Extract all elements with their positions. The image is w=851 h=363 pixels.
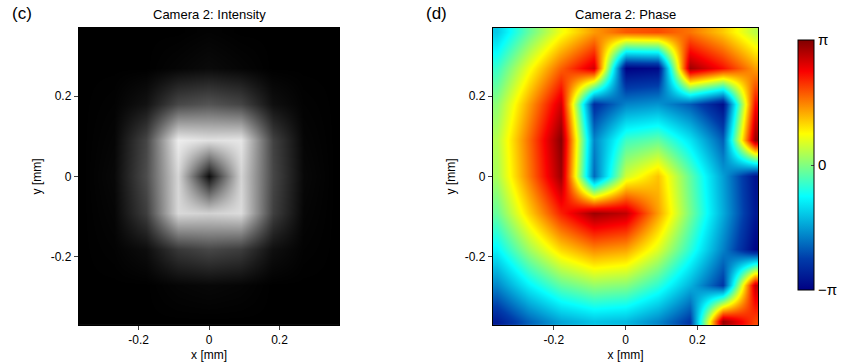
svg-text:0.2: 0.2: [55, 89, 72, 103]
svg-text:y [mm]: y [mm]: [30, 158, 44, 194]
svg-text:0.2: 0.2: [469, 89, 486, 103]
svg-text:0: 0: [622, 333, 629, 347]
svg-text:-0.2: -0.2: [543, 333, 564, 347]
svg-text:π: π: [818, 31, 828, 48]
svg-text:(d): (d): [426, 4, 447, 23]
svg-text:Camera 2: Intensity: Camera 2: Intensity: [153, 7, 266, 22]
svg-text:0: 0: [65, 170, 72, 184]
svg-text:x [mm]: x [mm]: [191, 348, 227, 362]
svg-text:x [mm]: x [mm]: [608, 348, 644, 362]
svg-text:0: 0: [206, 333, 213, 347]
svg-text:-0.2: -0.2: [128, 333, 149, 347]
svg-text:0.2: 0.2: [689, 333, 706, 347]
svg-text:y [mm]: y [mm]: [444, 158, 458, 194]
svg-text:0: 0: [818, 156, 826, 173]
svg-text:Camera 2: Phase: Camera 2: Phase: [575, 7, 676, 22]
svg-text:0: 0: [479, 170, 486, 184]
svg-text:−π: −π: [818, 281, 837, 298]
svg-text:-0.2: -0.2: [465, 250, 486, 264]
svg-text:0.2: 0.2: [271, 333, 288, 347]
svg-text:-0.2: -0.2: [51, 250, 72, 264]
svg-text:(c): (c): [12, 4, 32, 23]
